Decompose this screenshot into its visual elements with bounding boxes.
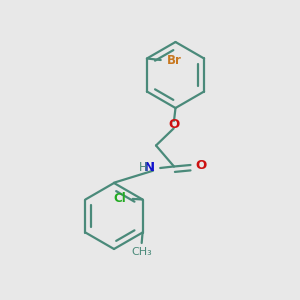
Text: H: H [139,161,148,174]
Text: O: O [195,158,206,172]
Text: Cl: Cl [113,192,126,206]
Text: N: N [143,161,155,174]
Text: CH₃: CH₃ [131,247,152,257]
Text: Br: Br [167,53,182,67]
Text: O: O [168,118,180,131]
